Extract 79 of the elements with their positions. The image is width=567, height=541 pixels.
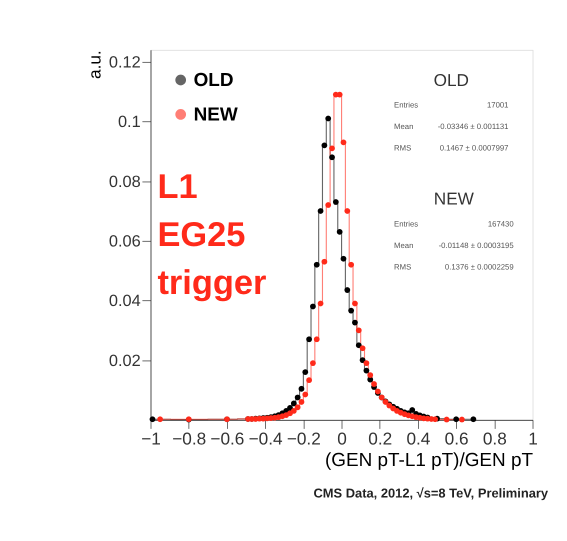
point: [322, 142, 328, 148]
point: [325, 116, 332, 122]
point: [322, 258, 328, 265]
point: [325, 202, 332, 208]
x-tick-label: −0.4: [248, 428, 284, 448]
y-tick-label: 0.04: [108, 292, 141, 310]
point: [290, 408, 297, 414]
text: CMS Data, 2012, √s=8 TeV, Preliminary: [313, 485, 549, 500]
point: [364, 360, 370, 366]
point: [310, 360, 316, 366]
point: [298, 399, 304, 405]
point: [409, 407, 416, 413]
point: [302, 369, 308, 375]
y-tick-label: 0.02: [108, 352, 141, 370]
point: [360, 357, 366, 364]
point: [290, 400, 297, 406]
point: [371, 381, 377, 387]
point: [298, 386, 304, 392]
point: [294, 404, 301, 410]
y-axis-title: a.u.: [84, 50, 104, 79]
x-tick-label: 0.6: [444, 428, 469, 448]
y-tick-label: 0.08: [108, 172, 141, 191]
text: Entries 167430: [394, 219, 514, 228]
point: [364, 368, 370, 374]
point: [459, 416, 465, 422]
text: Mean -0.01148 ± 0.0003195: [394, 240, 514, 250]
point: [318, 300, 324, 306]
point: [332, 199, 339, 205]
text: RMS 0.1467 ± 0.0007997: [394, 144, 508, 153]
point: [352, 300, 358, 306]
point: [157, 416, 164, 422]
point: [294, 394, 301, 400]
y-tick-label: 0.12: [108, 53, 141, 72]
point: [314, 336, 320, 342]
legend-label: NEW: [194, 104, 238, 126]
x-tick-label: 0: [337, 428, 347, 448]
annotation: L1 EG25 trigger: [157, 168, 266, 302]
point: [302, 392, 308, 398]
point: [287, 405, 293, 411]
point: [344, 208, 350, 214]
x-tick-label: −0.2: [286, 428, 321, 448]
text: RMS 0.1376 ± 0.0002259: [394, 262, 514, 272]
x-tick-label: 1: [528, 428, 538, 448]
point: [367, 372, 374, 378]
x-tick-label: 0.2: [368, 428, 392, 448]
point: [310, 304, 316, 310]
point: [453, 416, 460, 422]
point: [360, 345, 366, 352]
point: [318, 208, 324, 214]
point: [150, 416, 156, 422]
point: [470, 416, 476, 422]
x-tick-label: 0.8: [482, 428, 507, 448]
x-tick-label: −1: [141, 428, 161, 448]
point: [306, 336, 312, 342]
text: Mean -0.03346 ± 0.001131: [394, 122, 508, 132]
point: [344, 287, 350, 293]
annotation: OLD: [434, 70, 469, 90]
point: [444, 416, 450, 422]
y-tick-label: 0.1: [118, 113, 141, 132]
point: [340, 139, 346, 146]
point: [352, 320, 358, 326]
point: [356, 327, 362, 334]
point: [348, 262, 354, 268]
point: [336, 229, 343, 235]
x-tick-label: 0.4: [406, 428, 431, 448]
annotation: NEW: [434, 188, 475, 209]
text: Entries 17001: [394, 100, 508, 110]
y-tick-label: 0.06: [108, 232, 141, 250]
point: [356, 342, 362, 348]
point: [340, 256, 346, 262]
x-tick-label: −0.8: [172, 428, 206, 448]
point: [314, 262, 320, 268]
point: [306, 377, 312, 384]
legend-label: OLD: [194, 70, 234, 92]
point: [329, 145, 335, 152]
point: [329, 154, 335, 160]
point: [348, 308, 354, 314]
x-axis-title: (GEN pT-L1 pT)/GEN pT: [325, 450, 534, 471]
x-tick-label: −0.6: [210, 428, 244, 448]
